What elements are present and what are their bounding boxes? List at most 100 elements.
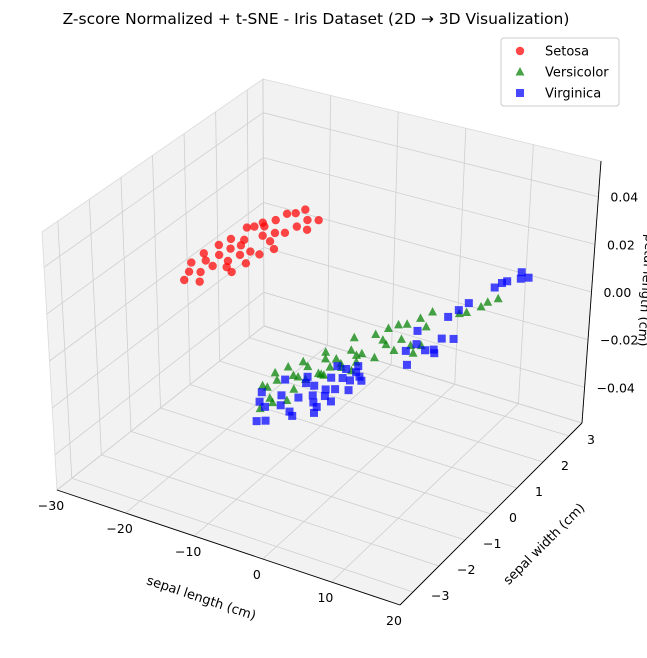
setosa-point <box>280 228 290 237</box>
y-tick-label: −1 <box>483 536 501 551</box>
gridline <box>160 407 492 515</box>
setosa-point <box>187 258 196 267</box>
versicolor-point <box>396 334 406 343</box>
versicolor-point <box>346 345 356 354</box>
setosa-point <box>196 267 205 277</box>
versicolor-point <box>289 384 299 393</box>
virginica-point <box>252 417 261 426</box>
virginica-point <box>421 346 430 355</box>
virginica-point <box>516 274 525 283</box>
legend-box <box>500 37 620 107</box>
versicolor-point <box>381 339 391 349</box>
setosa-point <box>246 247 255 256</box>
virginica-point <box>303 372 312 381</box>
versicolor-point <box>270 367 280 377</box>
setosa-point <box>208 261 217 271</box>
gridline <box>189 384 518 489</box>
virginica-point <box>354 362 363 371</box>
setosa-point <box>250 222 259 231</box>
legend-marker-versicolor <box>515 67 525 76</box>
versicolor-point <box>293 372 303 381</box>
versicolor-point <box>321 353 331 363</box>
setosa-point <box>195 277 204 286</box>
virginica-point <box>309 398 318 407</box>
y-axis-ticks: −3 −2 −1 0 1 2 3 <box>431 432 595 603</box>
virginica-point <box>276 401 285 410</box>
virginica-point <box>503 277 512 286</box>
y-tick-label: 1 <box>535 484 543 499</box>
versicolor-point <box>462 307 472 317</box>
versicolor-point <box>331 354 341 363</box>
virginica-point <box>331 385 340 394</box>
versicolor-point <box>319 370 329 379</box>
virginica-point <box>497 279 506 288</box>
z-tick-label: −0.02 <box>600 333 638 348</box>
virginica-point <box>430 349 439 358</box>
z-axis-label: petal length (cm) <box>634 234 647 347</box>
virginica-point <box>309 408 318 417</box>
setosa-point <box>270 228 280 238</box>
versicolor-point <box>272 375 282 384</box>
versicolor-point <box>394 319 404 329</box>
gridline <box>43 112 264 268</box>
setosa-point <box>236 241 246 250</box>
gridline <box>71 477 414 593</box>
setosa-point <box>269 244 279 254</box>
setosa-point <box>226 244 235 253</box>
setosa-point <box>235 250 245 260</box>
x-axis-label: sepal length (cm) <box>145 573 258 623</box>
setosa-point <box>242 223 252 232</box>
data-points <box>180 205 533 426</box>
setosa-point <box>291 208 300 218</box>
z-axis-ticks: −0.04 −0.02 0.00 0.02 0.04 <box>597 190 639 396</box>
virginica-point <box>345 376 354 385</box>
gridline <box>49 202 264 362</box>
versicolor-point <box>268 397 278 407</box>
gridlines <box>43 78 602 606</box>
virginica-point <box>321 385 330 394</box>
z-tick-label: 0.00 <box>604 285 632 300</box>
versicolor-point <box>428 307 438 316</box>
versicolor-point <box>349 332 359 342</box>
setosa-point <box>214 250 224 260</box>
y-tick-label: −2 <box>457 562 475 577</box>
virginica-point <box>437 334 446 343</box>
setosa-point <box>302 225 312 234</box>
x-tick-label: −20 <box>106 521 132 536</box>
setosa-point <box>265 237 275 246</box>
setosa-point <box>255 250 264 259</box>
legend-marker-setosa <box>515 46 525 56</box>
x-tick-label: −30 <box>38 498 64 513</box>
versicolor-point <box>383 323 393 332</box>
gridline <box>54 292 265 456</box>
virginica-point <box>517 268 526 277</box>
virginica-point <box>288 411 297 420</box>
virginica-point <box>302 379 311 388</box>
gridline <box>219 360 544 463</box>
versicolor-point <box>371 329 381 339</box>
gridline <box>263 291 585 388</box>
virginica-point <box>402 360 411 369</box>
y-tick-label: −3 <box>431 588 449 603</box>
setosa-point <box>271 215 280 225</box>
chart-title: Z-score Normalized + t-SNE - Iris Datase… <box>63 10 570 28</box>
versicolor-point <box>369 352 379 362</box>
gridline <box>263 112 599 198</box>
versicolor-point <box>321 347 331 356</box>
x-axis-ticks: −30 −20 −10 0 10 20 <box>38 498 402 628</box>
y-tick-label: 2 <box>561 458 569 473</box>
versicolor-point <box>298 356 308 366</box>
setosa-point <box>199 249 209 258</box>
versicolor-point <box>389 345 399 354</box>
virginica-point <box>464 299 473 308</box>
x-tick-label: 0 <box>253 567 261 582</box>
virginica-point <box>260 402 269 411</box>
gridline <box>249 337 570 437</box>
x-tick-label: 10 <box>317 590 333 605</box>
virginica-point <box>320 392 329 401</box>
virginica-point <box>413 326 422 335</box>
setosa-point <box>301 205 310 214</box>
virginica-point <box>312 402 321 411</box>
setosa-point <box>303 215 312 225</box>
